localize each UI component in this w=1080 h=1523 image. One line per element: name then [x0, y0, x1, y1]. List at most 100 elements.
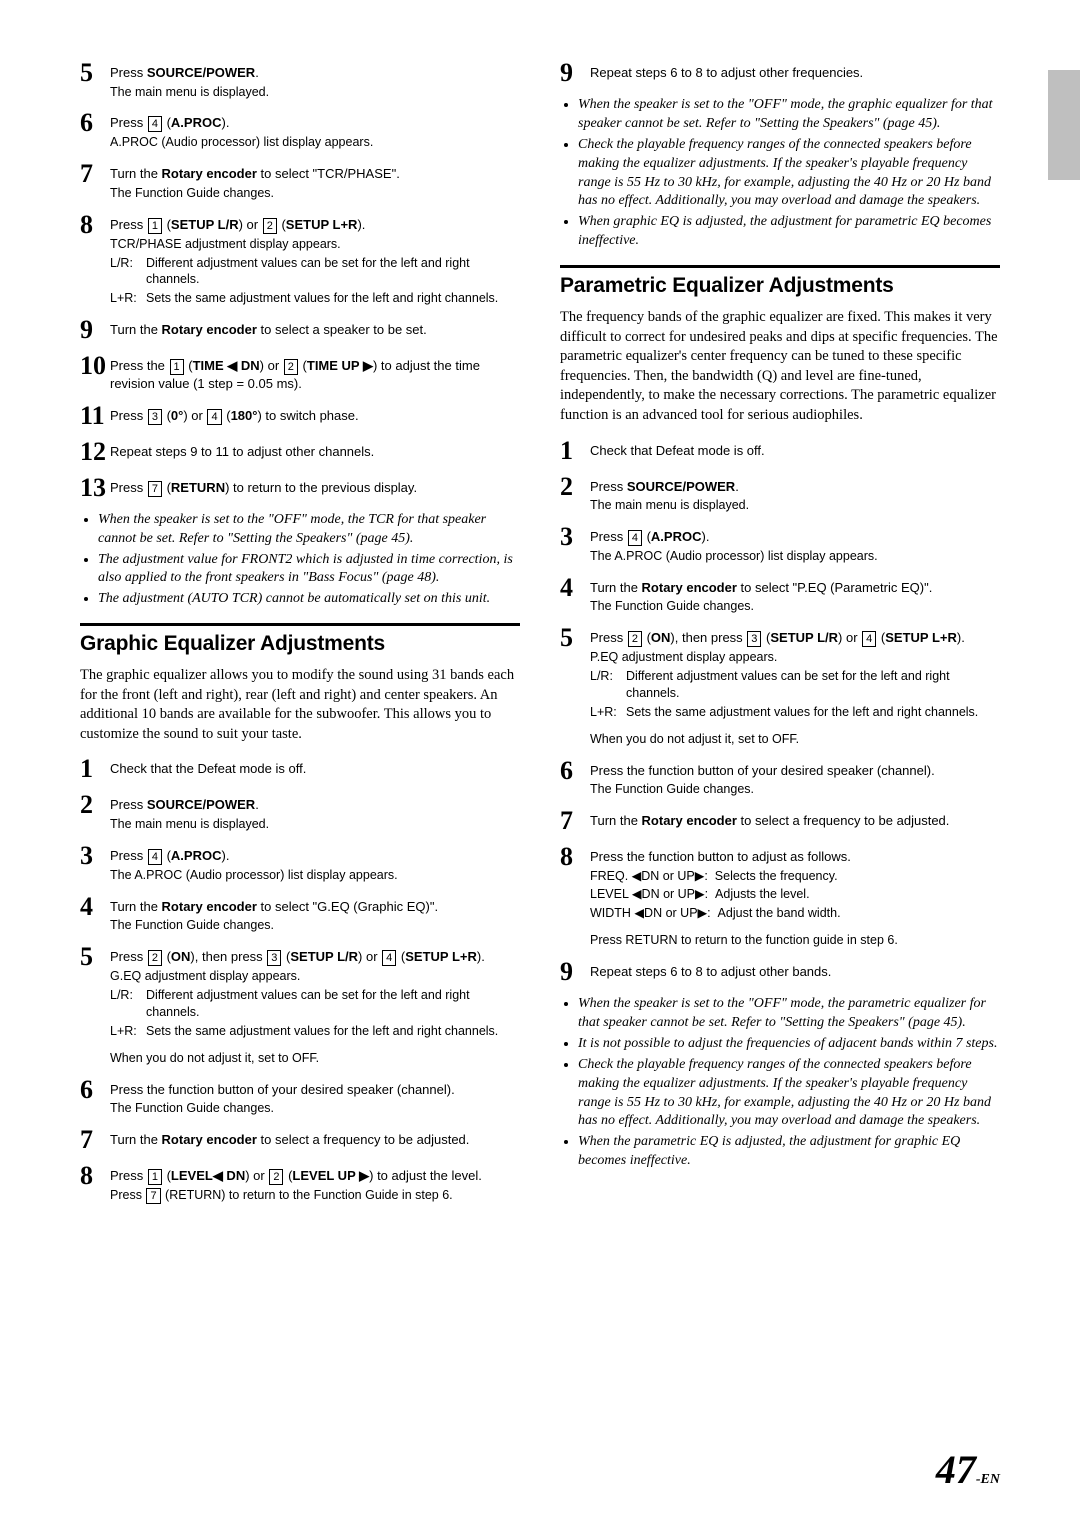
section-intro: The graphic equalizer allows you to modi… — [80, 666, 520, 744]
step-text: Press 3 (0°) or 4 (180°) to switch phase… — [110, 407, 520, 425]
step-text: The main menu is displayed. — [590, 497, 1000, 514]
step-number: 4 — [560, 575, 590, 601]
note-item: Check the playable frequency ranges of t… — [578, 1056, 1000, 1132]
step-number: 13 — [80, 475, 110, 501]
notes-list: When the speaker is set to the "OFF" mod… — [560, 96, 1000, 251]
step: 8Press 1 (SETUP L/R) or 2 (SETUP L+R). TC… — [80, 212, 520, 308]
step-text: Press 2 (ON), then press 3 (SETUP L/R) o… — [590, 629, 1000, 647]
step-text: Press the 1 (TIME ◀ DN) or 2 (TIME UP ▶)… — [110, 357, 520, 393]
step-text: Press the function button of your desire… — [590, 762, 1000, 780]
step-text: Turn the Rotary encoder to select a freq… — [110, 1131, 520, 1149]
step-number: 9 — [560, 959, 590, 985]
step-row: LEVEL ◀DN or UP▶: Adjusts the level. — [590, 886, 1000, 903]
step-text: Press the function button of your desire… — [110, 1081, 520, 1099]
step-text: A.PROC (Audio processor) list display ap… — [110, 134, 520, 151]
step: 6Press 4 (A.PROC). A.PROC (Audio processo… — [80, 110, 520, 151]
note-item: When graphic EQ is adjusted, the adjustm… — [578, 213, 1000, 251]
step-row: L/R:Different adjustment values can be s… — [110, 987, 520, 1021]
step: 7Turn the Rotary encoder to select "TCR/… — [80, 161, 520, 201]
step-number: 2 — [560, 474, 590, 500]
notes-list: When the speaker is set to the "OFF" mod… — [560, 995, 1000, 1171]
section-rule — [560, 265, 1000, 268]
step-text: The Function Guide changes. — [110, 1100, 520, 1117]
note-item: When the speaker is set to the "OFF" mod… — [578, 995, 1000, 1033]
step-row: L+R:Sets the same adjustment values for … — [590, 704, 1000, 721]
step: 5Press SOURCE/POWER. The main menu is dis… — [80, 60, 520, 100]
note-item: The adjustment value for FRONT2 which is… — [98, 551, 520, 589]
step-after: Press RETURN to return to the function g… — [590, 932, 1000, 949]
step: 8Press the function button to adjust as … — [560, 844, 1000, 949]
side-tab — [1048, 70, 1080, 180]
step-number: 1 — [560, 438, 590, 464]
step-text: Press SOURCE/POWER. — [110, 64, 520, 82]
step-number: 6 — [80, 110, 110, 136]
step-number: 6 — [80, 1077, 110, 1103]
step-number: 5 — [80, 944, 110, 970]
step-text: Turn the Rotary encoder to select "TCR/P… — [110, 165, 520, 183]
step-text: Press 7 (RETURN) to return to the Functi… — [110, 1187, 520, 1204]
step-text: Press 4 (A.PROC). — [110, 114, 520, 132]
step: 7Turn the Rotary encoder to select a fre… — [560, 808, 1000, 834]
step-text: Press 1 (SETUP L/R) or 2 (SETUP L+R). — [110, 216, 520, 234]
right-column: 9Repeat steps 6 to 8 to adjust other fre… — [560, 60, 1000, 1214]
step: 9Turn the Rotary encoder to select a spe… — [80, 317, 520, 343]
step-text: The main menu is displayed. — [110, 84, 520, 101]
step: 3Press 4 (A.PROC).The A.PROC (Audio proc… — [80, 843, 520, 884]
step: 4Turn the Rotary encoder to select "G.EQ… — [80, 894, 520, 934]
step-number: 8 — [80, 212, 110, 238]
step-text: Repeat steps 6 to 8 to adjust other band… — [590, 963, 1000, 981]
step: 7Turn the Rotary encoder to select a fre… — [80, 1127, 520, 1153]
step: 10Press the 1 (TIME ◀ DN) or 2 (TIME UP … — [80, 353, 520, 393]
step-text: Press SOURCE/POWER. — [110, 796, 520, 814]
step: 6Press the function button of your desir… — [560, 758, 1000, 798]
step: 5Press 2 (ON), then press 3 (SETUP L/R) … — [80, 944, 520, 1066]
step-number: 7 — [560, 808, 590, 834]
step-row: L+R:Sets the same adjustment values for … — [110, 1023, 520, 1040]
step-text: Repeat steps 9 to 11 to adjust other cha… — [110, 443, 520, 461]
step-row: FREQ. ◀DN or UP▶: Selects the frequency. — [590, 868, 1000, 885]
step-number: 5 — [80, 60, 110, 86]
step-number: 3 — [80, 843, 110, 869]
note-item: When the parametric EQ is adjusted, the … — [578, 1133, 1000, 1171]
step: 3Press 4 (A.PROC).The A.PROC (Audio proc… — [560, 524, 1000, 565]
step-number: 7 — [80, 1127, 110, 1153]
step-number: 6 — [560, 758, 590, 784]
step-number: 9 — [560, 60, 590, 86]
step: 2Press SOURCE/POWER.The main menu is dis… — [560, 474, 1000, 514]
step: 8Press 1 (LEVEL◀ DN) or 2 (LEVEL UP ▶) t… — [80, 1163, 520, 1204]
step-after: When you do not adjust it, set to OFF. — [590, 731, 1000, 748]
step: 9Repeat steps 6 to 8 to adjust other fre… — [560, 60, 1000, 86]
step-text: The Function Guide changes. — [590, 598, 1000, 615]
page-number: 47-EN — [936, 1446, 1000, 1493]
page: 5Press SOURCE/POWER.The main menu is dis… — [0, 0, 1080, 1254]
step-row: L/R:Different adjustment values can be s… — [110, 255, 520, 289]
step-row: L/R:Different adjustment values can be s… — [590, 668, 1000, 702]
step: 1Check that the Defeat mode is off. — [80, 756, 520, 782]
note-item: When the speaker is set to the "OFF" mod… — [578, 96, 1000, 134]
step: 9Repeat steps 6 to 8 to adjust other ban… — [560, 959, 1000, 985]
left-column: 5Press SOURCE/POWER.The main menu is dis… — [80, 60, 520, 1214]
step: 2Press SOURCE/POWER.The main menu is dis… — [80, 792, 520, 832]
step-number: 5 — [560, 625, 590, 651]
step-number: 12 — [80, 439, 110, 465]
step-text: P.EQ adjustment display appears. — [590, 649, 1000, 666]
step-text: Press 4 (A.PROC). — [110, 847, 520, 865]
step: 12Repeat steps 9 to 11 to adjust other c… — [80, 439, 520, 465]
step-text: Check that Defeat mode is off. — [590, 442, 1000, 460]
step-after: When you do not adjust it, set to OFF. — [110, 1050, 520, 1067]
notes-list: When the speaker is set to the "OFF" mod… — [80, 511, 520, 609]
step-text: Press 4 (A.PROC). — [590, 528, 1000, 546]
note-item: It is not possible to adjust the frequen… — [578, 1035, 1000, 1054]
step-number: 7 — [80, 161, 110, 187]
section-title-graphic: Graphic Equalizer Adjustments — [80, 632, 520, 656]
step-text: The Function Guide changes. — [110, 185, 520, 202]
step-number: 10 — [80, 353, 110, 379]
step-text: Press 1 (LEVEL◀ DN) or 2 (LEVEL UP ▶) to… — [110, 1167, 520, 1185]
step-text: TCR/PHASE adjustment display appears. — [110, 236, 520, 253]
step-text: The Function Guide changes. — [590, 781, 1000, 798]
step-row: WIDTH ◀DN or UP▶: Adjust the band width. — [590, 905, 1000, 922]
step-number: 1 — [80, 756, 110, 782]
step-text: Turn the Rotary encoder to select a spea… — [110, 321, 520, 339]
step: 4Turn the Rotary encoder to select "P.EQ… — [560, 575, 1000, 615]
step-text: The A.PROC (Audio processor) list displa… — [590, 548, 1000, 565]
